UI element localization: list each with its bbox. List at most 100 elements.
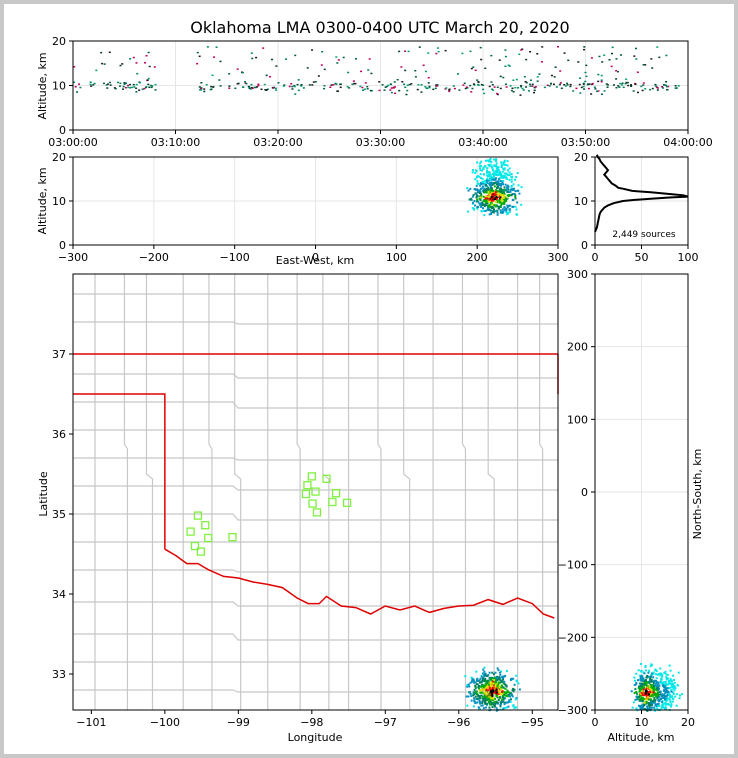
time-height-panel: 03:00:00 03:10:00 03:20:00 03:30:00 03:40:00…	[36, 35, 713, 149]
ns-source	[661, 696, 664, 699]
plan-view-source	[487, 684, 490, 687]
ew-source	[501, 188, 504, 191]
time-height-source	[529, 83, 532, 86]
ew-source	[492, 211, 495, 214]
ns-source	[655, 670, 658, 673]
time-height-source	[297, 89, 300, 92]
time-height-source	[143, 87, 146, 90]
plan-view-source	[489, 701, 492, 704]
ns-source	[635, 707, 638, 710]
plan-view-source	[490, 702, 493, 705]
plan-view-source	[495, 709, 498, 712]
ew-source	[516, 201, 519, 204]
time-height-source	[141, 88, 144, 90]
ns-source	[663, 695, 666, 698]
time-height-source	[200, 82, 203, 84]
plan-view-source	[509, 678, 512, 681]
longitude-tick-label: −96	[447, 716, 470, 729]
time-height-source	[236, 83, 239, 85]
plan-view-source	[478, 708, 481, 711]
ew-source	[497, 174, 500, 177]
ns-source	[640, 669, 643, 672]
ew-source	[505, 172, 508, 175]
ew-source	[502, 191, 505, 194]
time-height-source	[275, 89, 278, 91]
time-height-source	[496, 92, 499, 95]
ew-source	[489, 193, 492, 196]
plan-view-source	[474, 685, 477, 688]
ns-source	[643, 682, 646, 685]
ns-source	[652, 701, 655, 704]
ew-source	[492, 183, 495, 186]
ew-source	[490, 184, 493, 187]
ns-source	[640, 706, 643, 709]
time-height-source	[461, 52, 464, 55]
ns-source	[675, 704, 678, 707]
plan-view-source	[473, 681, 476, 684]
plan-view-panel: −101 −100 −99 −98 −97 −96 −95 33 34 35 36 37 Latitu…	[37, 273, 559, 744]
time-height-source	[420, 91, 423, 93]
ns-source	[644, 679, 647, 682]
ew-source	[493, 203, 496, 206]
time-height-source	[563, 52, 566, 54]
time-height-source	[355, 58, 358, 60]
ew-source	[501, 194, 504, 197]
plan-view-source	[491, 699, 494, 702]
ew-source	[494, 205, 497, 208]
plan-view-source	[499, 703, 502, 706]
plan-view-source	[493, 697, 496, 700]
ns-source	[634, 698, 637, 701]
ew-source	[476, 175, 479, 178]
time-height-source	[560, 87, 563, 90]
plan-view-source	[508, 695, 511, 698]
ew-source	[502, 174, 505, 177]
lma-station-marker	[193, 511, 203, 520]
time-height-source	[434, 87, 437, 90]
ns-source	[664, 681, 667, 684]
ns-source	[655, 680, 658, 683]
ew-source	[513, 178, 516, 181]
ns-source	[648, 682, 651, 685]
plan-view-source	[500, 688, 503, 691]
time-height-source	[234, 87, 237, 90]
ns-source	[644, 692, 647, 695]
ew-source	[483, 214, 486, 217]
time-height-source	[427, 82, 430, 84]
ns-source	[665, 695, 668, 698]
time-height-source	[502, 76, 505, 79]
time-height-source	[132, 56, 135, 59]
time-height-source	[583, 88, 586, 90]
ns-source	[667, 677, 670, 680]
ew-source	[479, 192, 482, 195]
ns-source	[651, 680, 654, 683]
plan-view-source	[490, 697, 493, 700]
time-height-source	[648, 88, 651, 91]
time-height-source	[102, 82, 105, 85]
time-height-source	[480, 83, 483, 86]
lma-station-marker	[190, 541, 200, 551]
plan-view-source	[512, 688, 515, 691]
ew-source	[504, 199, 507, 202]
ew-source	[505, 208, 508, 211]
ns-source	[641, 692, 644, 695]
ew-source	[484, 195, 487, 198]
ew-source	[497, 180, 500, 183]
plan-view-frame	[72, 273, 559, 711]
ew-source	[502, 202, 505, 205]
ew-source	[488, 213, 491, 216]
plan-view-source	[496, 701, 499, 704]
ew-source	[510, 180, 513, 183]
ew-source	[476, 200, 479, 203]
ew-source	[490, 201, 493, 204]
time-height-source	[636, 91, 639, 94]
time-height-source	[311, 84, 314, 86]
ew-source	[503, 195, 506, 198]
ns-altitude-tick-label: 10	[635, 716, 649, 729]
time-height-source	[250, 52, 253, 54]
time-height-source	[404, 86, 407, 89]
ew-source	[497, 207, 500, 210]
ns-source	[644, 698, 647, 701]
plan-view-source	[509, 692, 512, 695]
plan-view-source	[480, 704, 483, 707]
plan-view-source	[469, 681, 472, 684]
